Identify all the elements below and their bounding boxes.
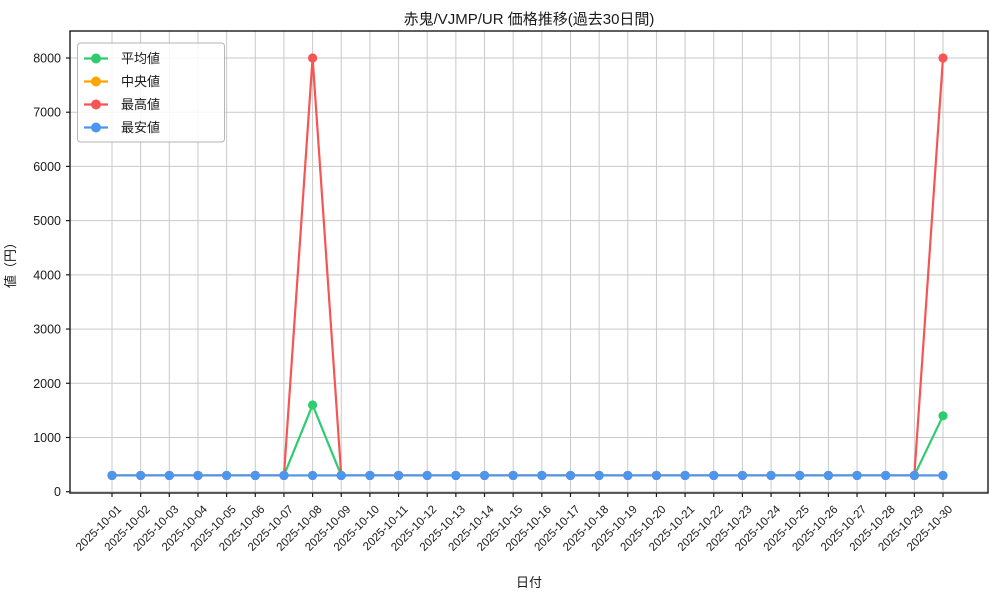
y-tick-label: 3000 — [33, 323, 61, 337]
data-point-min — [307, 470, 318, 481]
data-point-max — [938, 53, 948, 63]
legend-marker-dot — [91, 53, 101, 64]
data-point-min — [766, 470, 776, 481]
legend-label-median: 中央値 — [121, 74, 160, 89]
data-point-min — [508, 470, 518, 481]
data-point-min — [795, 470, 805, 481]
data-point-min — [222, 470, 232, 481]
chart-title: 赤鬼/VJMP/UR 価格推移(過去30日間) — [404, 11, 655, 28]
data-point-min — [451, 470, 461, 481]
data-point-min — [393, 470, 404, 481]
series-line-max — [110, 56, 945, 477]
data-point-min — [565, 470, 576, 481]
data-point-min — [250, 470, 260, 481]
data-point-min — [336, 470, 346, 481]
plot-area: 0100020003000400050006000700080002025-10… — [33, 30, 989, 554]
data-point-min — [422, 470, 432, 481]
data-point-min — [193, 470, 203, 481]
data-point-min — [737, 470, 748, 481]
data-point-min — [852, 470, 862, 481]
data-point-min — [479, 470, 490, 481]
legend-marker-dot — [91, 122, 101, 133]
data-point-avg — [307, 400, 318, 410]
data-point-min — [594, 470, 604, 481]
legend-label-avg: 平均値 — [121, 51, 160, 66]
data-point-min — [365, 470, 375, 481]
data-point-min — [537, 470, 547, 481]
y-axis-label: 値（円） — [3, 236, 18, 288]
data-point-min — [823, 470, 833, 481]
y-tick-label: 8000 — [33, 52, 61, 66]
x-axis-label: 日付 — [516, 575, 542, 590]
data-point-max — [307, 53, 318, 63]
legend-marker-dot — [91, 99, 101, 110]
y-tick-label: 1000 — [33, 431, 61, 445]
legend-box — [77, 42, 225, 143]
y-tick-label: 7000 — [33, 106, 61, 120]
series-line-avg — [110, 403, 945, 477]
y-tick-label: 0 — [54, 485, 61, 499]
data-point-min — [623, 470, 633, 481]
data-point-min — [709, 470, 719, 481]
data-point-avg — [938, 411, 948, 421]
y-tick-label: 5000 — [33, 214, 61, 228]
legend-label-max: 最高値 — [121, 97, 160, 112]
data-point-min — [651, 470, 662, 481]
data-point-min — [881, 470, 891, 481]
data-point-min — [938, 470, 948, 481]
y-tick-label: 2000 — [33, 377, 61, 391]
legend-marker-dot — [91, 76, 101, 87]
plot-border — [69, 30, 989, 494]
legend-label-min: 最安値 — [121, 120, 160, 135]
y-tick-label: 6000 — [33, 160, 61, 174]
data-point-min — [136, 470, 146, 481]
data-point-min — [680, 470, 690, 481]
data-point-min — [279, 470, 289, 481]
data-point-min — [909, 470, 919, 481]
data-point-min — [107, 470, 117, 481]
y-tick-label: 4000 — [33, 268, 61, 282]
data-point-min — [164, 470, 174, 481]
